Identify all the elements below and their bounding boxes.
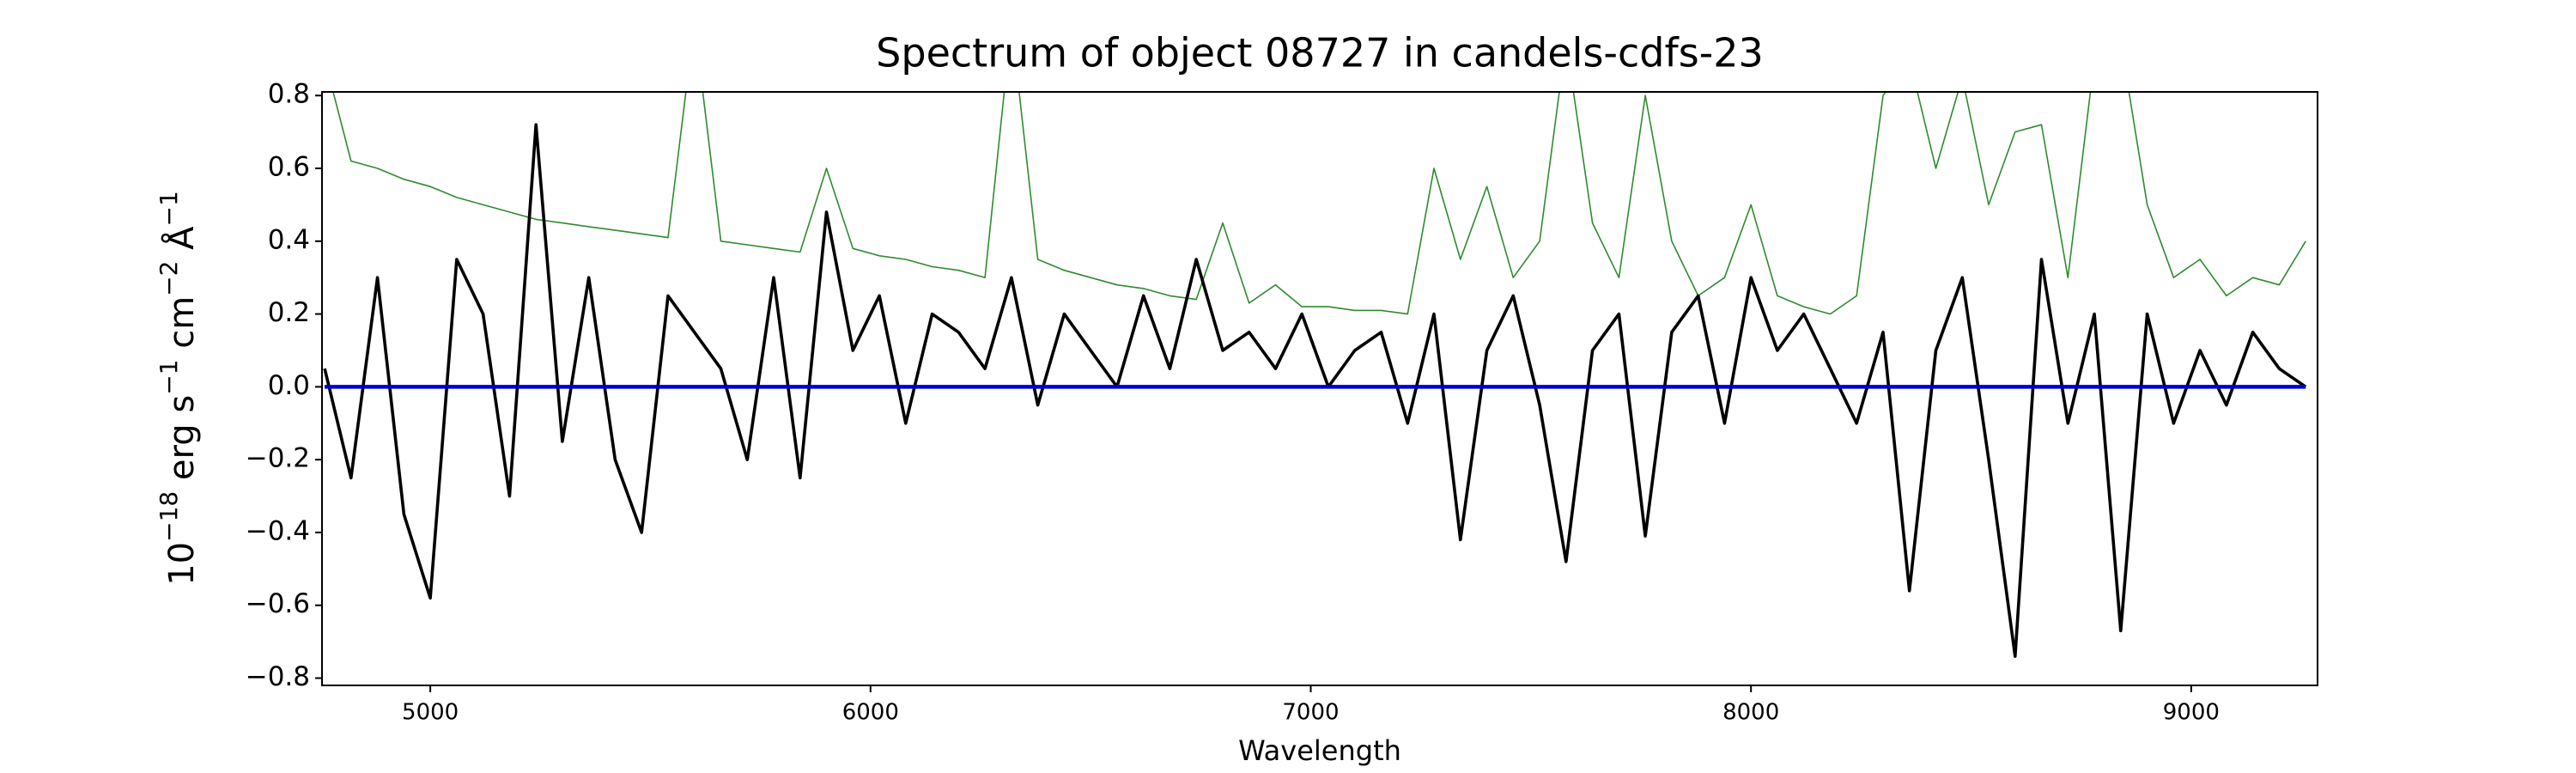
spectrum-line (323, 123, 2307, 658)
plot-area (323, 92, 2307, 658)
x-tick-label: 9000 (2163, 700, 2220, 726)
x-axis-label: Wavelength (1238, 734, 1401, 767)
y-tick-label: 0.2 (268, 297, 310, 328)
y-axis-label: 10−18 erg s−1 cm−2 Å−1 (155, 191, 203, 586)
spectrum-line (332, 92, 2306, 315)
y-tick-label: −0.2 (246, 443, 310, 474)
y-tick-label: 0.8 (268, 79, 310, 110)
label-part: cm (162, 296, 202, 360)
superscript: −1 (155, 191, 183, 226)
y-tick-label: −0.6 (246, 588, 310, 619)
y-tick-label: −0.4 (246, 515, 310, 546)
label-part: Å (161, 226, 202, 261)
label-part: 10 (162, 542, 202, 586)
superscript: −2 (155, 261, 183, 296)
label-part: erg s (162, 395, 202, 491)
x-tick-label: 7000 (1282, 700, 1339, 726)
x-tick-label: 8000 (1722, 700, 1779, 726)
chart-title: Spectrum of object 08727 in candels-cdfs… (876, 30, 1764, 76)
x-tick-label: 5000 (402, 700, 459, 726)
superscript: −18 (155, 491, 183, 542)
y-tick-label: 0.6 (268, 152, 310, 183)
axes-frame (321, 91, 2318, 686)
y-tick-label: 0.4 (268, 224, 310, 255)
y-tick-label: −0.8 (246, 661, 310, 692)
y-tick-label: 0.0 (268, 370, 310, 401)
superscript: −1 (155, 360, 183, 395)
x-tick-label: 6000 (842, 700, 899, 726)
